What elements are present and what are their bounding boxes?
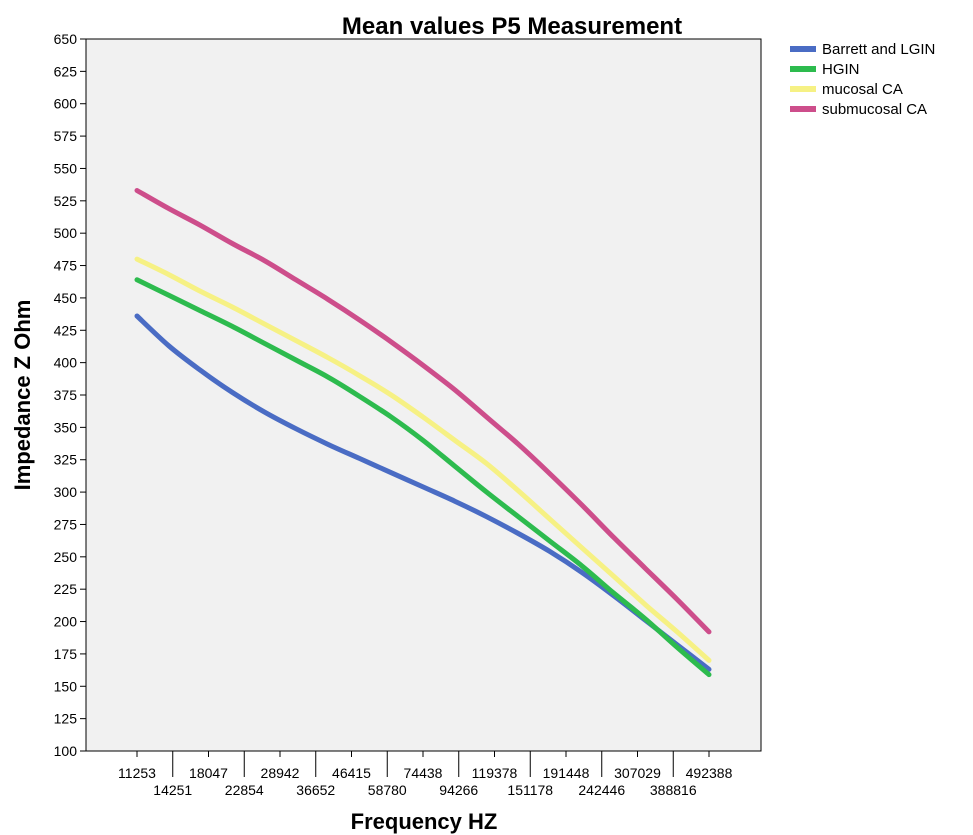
y-tick-label: 100 — [54, 743, 78, 759]
x-tick-label: 18047 — [189, 765, 228, 781]
y-tick-label: 150 — [54, 678, 78, 694]
legend: Barrett and LGIN HGIN mucosal CA submucosal… — [790, 41, 935, 118]
x-axis: 1125314251180472285428942366524641558780… — [118, 751, 733, 798]
x-tick-label: 388816 — [650, 782, 697, 798]
series-line-3 — [134, 256, 712, 663]
x-tick-label: 58780 — [368, 782, 407, 798]
y-tick-label: 575 — [54, 128, 78, 144]
y-tick-label: 550 — [54, 160, 78, 176]
x-tick-label: 46415 — [332, 765, 371, 781]
y-tick-label: 425 — [54, 322, 78, 338]
y-tick-label: 175 — [54, 646, 78, 662]
y-tick-label: 450 — [54, 290, 78, 306]
series-line-2 — [134, 277, 712, 678]
legend-label: Barrett and LGIN — [822, 41, 935, 58]
legend-swatch — [790, 86, 816, 92]
x-tick-label: 492388 — [686, 765, 733, 781]
y-tick-label: 500 — [54, 225, 78, 241]
x-tick-label: 22854 — [225, 782, 264, 798]
x-axis-title: Frequency HZ — [351, 809, 498, 834]
legend-swatch — [790, 46, 816, 52]
legend-label: submucosal CA — [822, 101, 927, 118]
x-tick-label: 94266 — [439, 782, 478, 798]
legend-swatch — [790, 66, 816, 72]
y-axis-title: Impedance Z Ohm — [10, 300, 35, 491]
y-tick-label: 475 — [54, 258, 78, 274]
x-tick-label: 28942 — [261, 765, 300, 781]
y-tick-label: 600 — [54, 96, 78, 112]
x-tick-label: 151178 — [507, 782, 553, 798]
y-tick-label: 650 — [54, 31, 78, 47]
chart-title: Mean values P5 Measurement — [342, 13, 682, 40]
y-tick-label: 225 — [54, 581, 78, 597]
x-tick-label: 307029 — [614, 765, 661, 781]
legend-swatch — [790, 106, 816, 112]
x-tick-label: 11253 — [118, 765, 156, 781]
y-tick-label: 250 — [54, 549, 78, 565]
y-tick-label: 525 — [54, 193, 78, 209]
x-tick-label: 242446 — [578, 782, 625, 798]
y-axis: 100 125 150 175 200 225 250 275 300 325 350 375 400 4… — [54, 31, 86, 759]
plot-area — [85, 38, 762, 752]
y-tick-label: 200 — [54, 614, 78, 630]
series-line-4 — [134, 188, 712, 635]
y-tick-label: 400 — [54, 355, 78, 371]
y-tick-label: 275 — [54, 516, 78, 532]
y-tick-label: 325 — [54, 452, 78, 468]
y-tick-label: 300 — [54, 484, 78, 500]
legend-label: HGIN — [822, 61, 860, 78]
series-lines — [134, 188, 712, 678]
y-tick-label: 625 — [54, 63, 78, 79]
legend-label: mucosal CA — [822, 81, 903, 98]
y-tick-label: 125 — [54, 711, 78, 727]
x-tick-label: 74438 — [404, 765, 443, 781]
y-tick-label: 375 — [54, 387, 78, 403]
x-tick-label: 36652 — [296, 782, 335, 798]
x-tick-label: 119378 — [472, 765, 518, 781]
x-tick-label: 14251 — [153, 782, 192, 798]
y-tick-label: 350 — [54, 419, 78, 435]
x-tick-label: 191448 — [543, 765, 590, 781]
